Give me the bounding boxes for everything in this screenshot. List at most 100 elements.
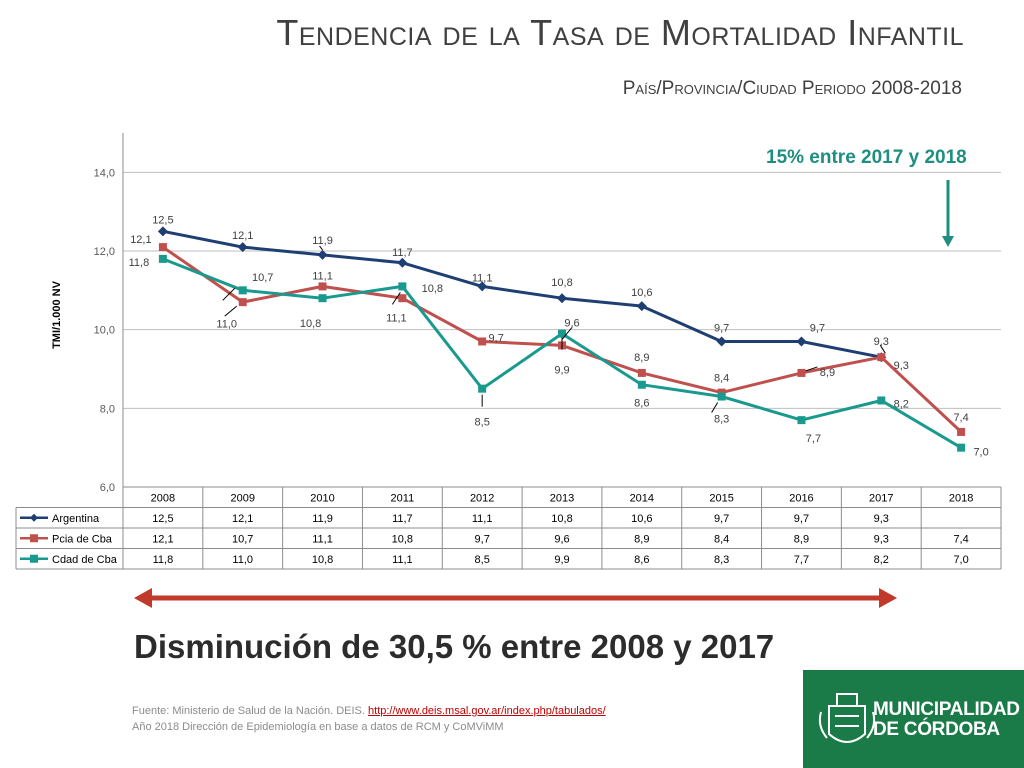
data-table: 2008 2009 2010 2011 2012 2013 2014 2015 2016 2017… [15,486,1002,570]
data-point [877,353,886,362]
label-leader-line [319,245,323,251]
table-header-cell: 2012 [470,492,494,504]
data-label: 8,5 [475,417,490,429]
table-header-cell: 2009 [230,492,254,504]
chart-arrows [134,180,954,608]
table-header-cell: 2011 [391,492,415,504]
source-line-2: Año 2018 Dirección de Epidemiología en b… [132,721,504,733]
label-leader-line [224,305,238,317]
data-label: 8,6 [634,398,649,410]
decrease-annotation: Disminución de 30,5 % entre 2008 y 2017 [134,628,775,665]
legend-label: Argentina [52,513,100,525]
table-cell: 9,7 [475,533,490,545]
logo-text: MUNICIPALIDAD DE CÓRDOBA [873,700,1020,740]
table-cell: 11,1 [312,533,333,545]
data-point [398,282,407,291]
table-cell: 8,4 [714,533,729,545]
y-tick-label: 12,0 [94,246,115,258]
page-title: Tendencia de la Tasa de Mortalidad Infan… [276,12,964,53]
data-point [318,294,327,303]
data-point [636,301,647,312]
data-point [877,396,886,405]
data-label: 9,7 [489,332,504,344]
y-tick-label: 14,0 [94,167,115,179]
chart-axes: 6,0 8,0 10,0 12,0 14,0 TMI/1.000 NV [51,133,1001,494]
table-cell: 12,5 [152,513,173,525]
chart-series [157,226,966,452]
page-subtitle: País/Provincia/Ciudad Periodo 2008-2018 [622,78,962,99]
data-label: 9,9 [554,365,569,377]
y-tick-label: 6,0 [100,482,115,494]
table-cell: 8,5 [475,554,490,566]
y-axis-label: TMI/1.000 NV [51,280,63,349]
data-label: 9,7 [810,322,825,334]
data-point [558,329,566,338]
data-label: 11,8 [129,257,150,269]
data-point [157,226,168,237]
table-cell: 7,7 [794,554,809,566]
legend-key-marker [30,534,38,543]
data-point [957,443,966,452]
table-cell: 10,8 [312,554,333,566]
data-point [238,298,247,307]
data-point [397,257,408,268]
data-label: 11,0 [216,318,237,330]
table-cell: 11,1 [472,513,493,525]
data-point [158,254,167,263]
data-label: 10,7 [252,272,273,284]
data-label: 8,9 [634,352,649,364]
data-label: 11,1 [386,312,407,324]
y-tick-label: 10,0 [94,325,115,337]
source-link[interactable]: http://www.deis.msal.gov.ar/index.php/ta… [368,705,606,717]
label-leader-line [711,402,719,413]
data-point [637,368,646,377]
table-cell: 7,0 [953,554,968,566]
data-label: 11,7 [392,247,413,259]
table-header-cell: 2008 [151,492,175,504]
table-cell: 8,6 [634,554,649,566]
data-point [477,281,488,292]
source-prefix: Fuente: Ministerio de Salud de la Nación… [132,705,369,717]
data-label: 11,1 [472,272,493,284]
data-label: 12,5 [152,214,173,226]
data-point [957,427,966,436]
data-label: 7,7 [806,433,821,445]
table-header-cell: 2015 [709,492,733,504]
data-point [398,294,407,303]
table-header-cell: 2018 [949,492,973,504]
table-header-cell: 2014 [630,492,654,504]
table-cell: 9,7 [714,513,729,525]
data-point [797,368,806,377]
table-cell: 11,0 [232,554,253,566]
label-leader-line [879,344,886,354]
table-cell: 11,9 [312,513,333,525]
table-cell: 11,1 [392,554,413,566]
legend-key-marker [30,554,38,563]
table-header-cell: 2013 [550,492,574,504]
legend-label: Pcia de Cba [52,533,113,545]
data-label: 10,8 [422,283,443,295]
table-cell: 7,4 [953,533,968,545]
table-cell: 10,6 [631,513,652,525]
data-point [318,282,327,291]
table-cell: 12,1 [152,533,173,545]
legend-key-marker [30,513,38,522]
table-cell: 12,1 [232,513,253,525]
data-label: 9,3 [874,336,889,348]
table-cell: 8,9 [794,533,809,545]
table-header-cell: 2017 [869,492,893,504]
table-header-cell: 2010 [310,492,334,504]
data-label: 8,9 [820,367,835,379]
table-cell: 8,3 [714,554,729,566]
label-leader-line [561,327,573,340]
data-point [237,242,248,253]
data-point [158,243,167,252]
data-point [557,293,567,304]
annotation-percent-2017-2018: 15% entre 2017 y 2018 [766,147,967,168]
table-cell: 10,7 [232,533,253,545]
data-label: 11,1 [312,270,333,282]
table-cell: 9,7 [794,513,809,525]
table-cell: 10,8 [551,513,572,525]
label-leader-line [391,292,401,305]
